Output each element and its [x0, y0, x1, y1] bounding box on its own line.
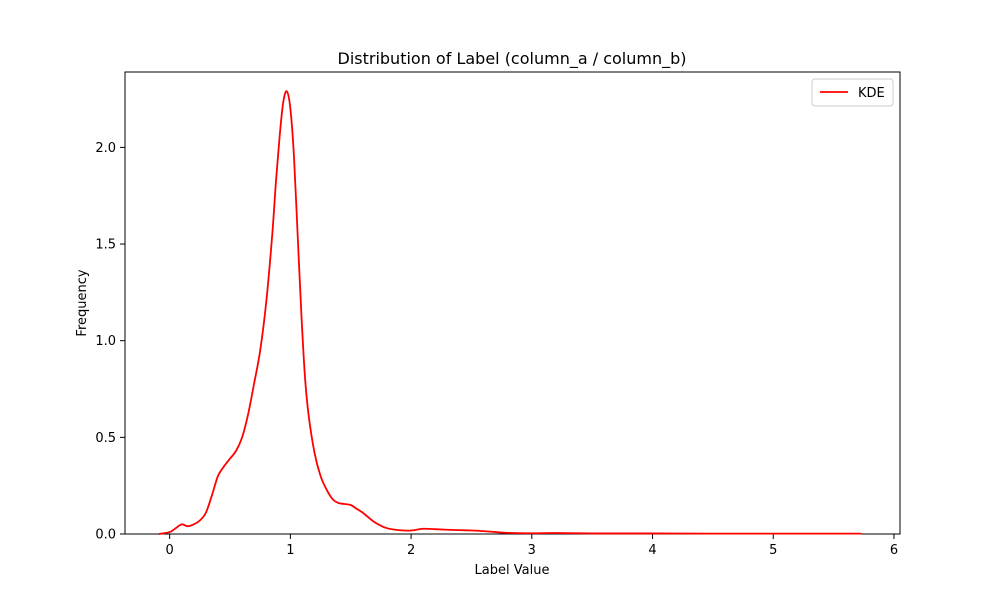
x-axis: 0 1 2 3 4 5 6 — [166, 534, 898, 558]
y-tick-label: 0.5 — [95, 431, 116, 446]
y-tick-label: 1.0 — [95, 334, 116, 349]
x-tick-label: 0 — [166, 543, 174, 558]
x-axis-label: Label Value — [475, 563, 550, 578]
x-tick-label: 5 — [769, 543, 777, 558]
x-tick-label: 1 — [286, 543, 294, 558]
legend: KDE — [811, 78, 894, 107]
x-tick-label: 2 — [407, 543, 415, 558]
x-tick-label: 4 — [648, 543, 656, 558]
y-axis-label: Frequency — [75, 269, 90, 336]
chart-title: Distribution of Label (column_a / column… — [338, 49, 687, 69]
legend-label-kde: KDE — [858, 86, 885, 101]
y-tick-label: 0.0 — [95, 528, 116, 543]
y-tick-label: 2.0 — [95, 141, 116, 156]
x-tick-label: 3 — [528, 543, 536, 558]
series-line-kde — [158, 90, 862, 535]
plot-area — [124, 71, 901, 535]
x-tick-label: 6 — [890, 543, 898, 558]
legend-box — [811, 78, 894, 107]
y-axis: 0.0 0.5 1.0 1.5 2.0 — [95, 141, 125, 543]
y-tick-label: 1.5 — [95, 238, 116, 253]
